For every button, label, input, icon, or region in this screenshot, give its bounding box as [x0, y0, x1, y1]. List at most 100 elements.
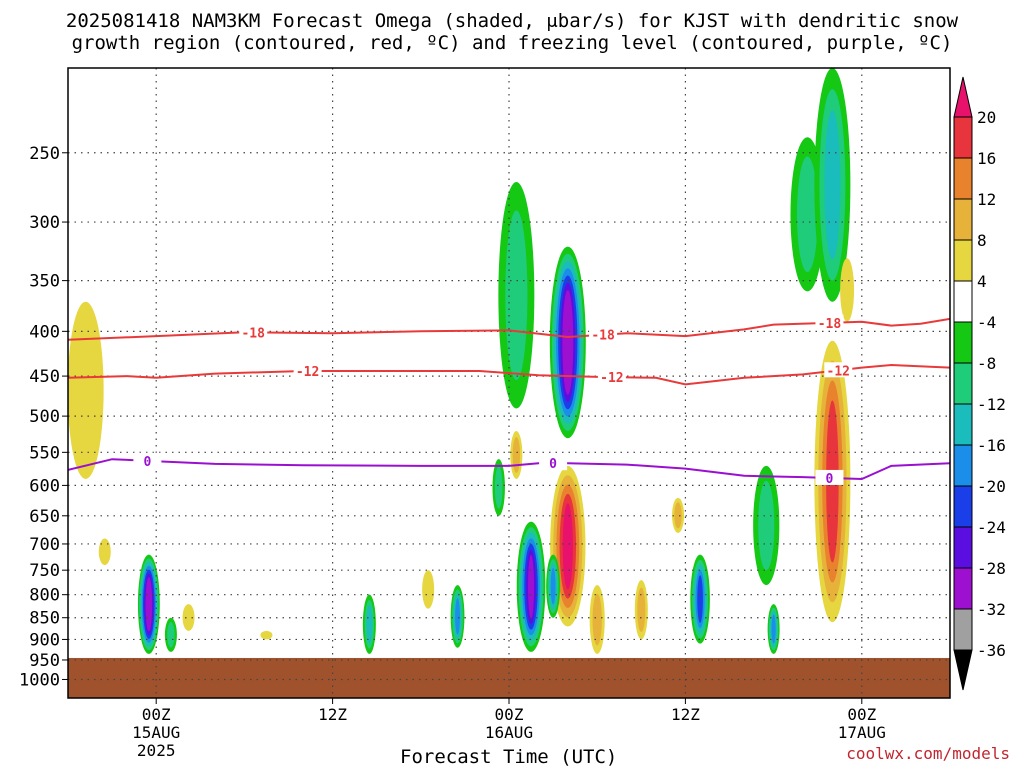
- omega-cell-13-level-7: [564, 297, 572, 388]
- y-tick-label-950: 950: [29, 651, 60, 671]
- x-tick-year-0: 2025: [137, 741, 176, 760]
- colorbar-label-5: -4: [977, 313, 996, 332]
- terrain-ground: [68, 657, 950, 698]
- colorbar-segment-7: [953, 403, 973, 446]
- contour-label-1-2: -12: [827, 364, 850, 379]
- y-tick-label-900: 900: [29, 630, 60, 650]
- y-tick-label-500: 500: [29, 407, 60, 427]
- contour-label-0-0: -18: [241, 326, 265, 341]
- contour-label-bg-0-2: [815, 314, 844, 330]
- x-tick-date-0: 15AUG: [132, 723, 180, 742]
- x-tick-date-2: 16AUG: [485, 723, 533, 742]
- colorbar-segment-8: [953, 444, 973, 487]
- x-tick-label-0: 00Z: [142, 705, 171, 724]
- y-tick-label-350: 350: [29, 272, 60, 292]
- y-tick-label-1000: 1000: [19, 670, 60, 690]
- colorbar-label-3: 8: [977, 231, 987, 250]
- colorbar-segment-5: [953, 321, 973, 364]
- y-tick-label-450: 450: [29, 367, 60, 387]
- contour-label-2-0: 0: [143, 455, 151, 470]
- x-tick-label-1: 12Z: [318, 705, 347, 724]
- x-tick-date-4: 17AUG: [838, 723, 886, 742]
- x-tick-label-3: 12Z: [671, 705, 700, 724]
- colorbar-top-arrow: [953, 76, 973, 118]
- colorbar-label-1: 16: [977, 149, 996, 168]
- colorbar-label-7: -12: [977, 395, 1006, 414]
- colorbar-segment-2: [953, 198, 973, 241]
- colorbar-label-10: -24: [977, 518, 1006, 537]
- colorbar-segment-4: [953, 280, 973, 323]
- contour-label-0-1: -18: [591, 329, 615, 344]
- y-tick-label-550: 550: [29, 443, 60, 463]
- x-axis-label: Forecast Time (UTC): [400, 746, 618, 768]
- contour-label-1-1: -12: [600, 371, 623, 386]
- omega-cell-21-level-3: [771, 614, 776, 644]
- x-tick-label-2: 00Z: [495, 705, 524, 724]
- contour-label-bg-2-0: [133, 452, 162, 468]
- omega-cell-18-level-1: [674, 502, 682, 529]
- omega-cell-5-level-0: [260, 630, 273, 640]
- contour-label-bg-1-1: [597, 369, 626, 385]
- x-tick-label-4: 00Z: [847, 705, 876, 724]
- colorbar-label-9: -20: [977, 477, 1006, 496]
- omega-cell-1-level-0: [68, 301, 104, 479]
- omega-cell-16-level-1: [592, 593, 602, 646]
- colorbar-segment-6: [953, 362, 973, 405]
- colorbar-label-11: -28: [977, 559, 1006, 578]
- contour-label-bg-2-2: [815, 469, 844, 485]
- y-tick-label-600: 600: [29, 476, 60, 496]
- colorbar-segment-12: [953, 608, 973, 651]
- colorbar-segment-10: [953, 526, 973, 569]
- y-tick-label-250: 250: [29, 144, 60, 164]
- colorbar-segment-3: [953, 239, 973, 282]
- y-tick-label-650: 650: [29, 507, 60, 527]
- omega-cell-15-level-3: [550, 568, 556, 605]
- colorbar-label-6: -8: [977, 354, 996, 373]
- colorbar-label-13: -36: [977, 641, 1006, 660]
- colorbar-label-12: -32: [977, 600, 1006, 619]
- y-tick-label-850: 850: [29, 609, 60, 629]
- contour-label-2-1: 0: [549, 457, 557, 472]
- source-credit[interactable]: coolwx.com/models: [846, 744, 1010, 763]
- contour-label-bg-0-0: [239, 324, 268, 340]
- colorbar-label-0: 20: [977, 108, 996, 127]
- omega-cell-14-level-4: [562, 503, 573, 590]
- colorbar-segment-0: [953, 116, 973, 159]
- omega-cell-20-level-1: [758, 480, 775, 571]
- y-tick-label-750: 750: [29, 561, 60, 581]
- colorbar-segment-11: [953, 567, 973, 610]
- omega-cell-25-level-0: [840, 258, 855, 322]
- omega-cell-17-level-1: [637, 587, 646, 633]
- omega-cell-0-level-7: [146, 580, 151, 628]
- y-tick-label-800: 800: [29, 586, 60, 606]
- colorbar-label-8: -16: [977, 436, 1006, 455]
- omega-cell-23-level-2: [824, 110, 841, 260]
- contour-label-bg-0-1: [589, 326, 618, 342]
- contour-label-2-2: 0: [826, 472, 834, 487]
- contour-label-1-0: -12: [296, 365, 319, 380]
- contour-label-bg-1-0: [293, 362, 322, 378]
- omega-cell-12-level-6: [528, 555, 535, 619]
- omega-cell-2-level-0: [98, 538, 111, 566]
- y-tick-label-700: 700: [29, 535, 60, 555]
- colorbar-bottom-arrow: [953, 649, 973, 691]
- chart-title-line2: growth region (contoured, red, ºC) and f…: [71, 32, 953, 54]
- colorbar-label-2: 12: [977, 190, 996, 209]
- colorbar-segment-9: [953, 485, 973, 528]
- contour-line-0: [68, 317, 950, 341]
- omega-cell-11-level-1: [494, 466, 503, 509]
- omega-cell-10-level-1: [512, 437, 521, 474]
- colorbar-segment-1: [953, 157, 973, 200]
- chart-title-line1: 2025081418 NAM3KM Forecast Omega (shaded…: [65, 10, 959, 32]
- omega-cell-9-level-1: [505, 210, 528, 381]
- contour-label-bg-2-1: [539, 455, 568, 471]
- colorbar-label-4: 4: [977, 272, 987, 291]
- omega-cell-7-level-3: [455, 598, 460, 635]
- contour-label-0-2: -18: [818, 317, 842, 332]
- y-tick-label-400: 400: [29, 322, 60, 342]
- y-tick-label-300: 300: [29, 213, 60, 233]
- contour-label-bg-1-2: [824, 362, 853, 378]
- omega-cell-6-level-2: [366, 605, 373, 644]
- omega-cell-22-level-1: [796, 156, 818, 273]
